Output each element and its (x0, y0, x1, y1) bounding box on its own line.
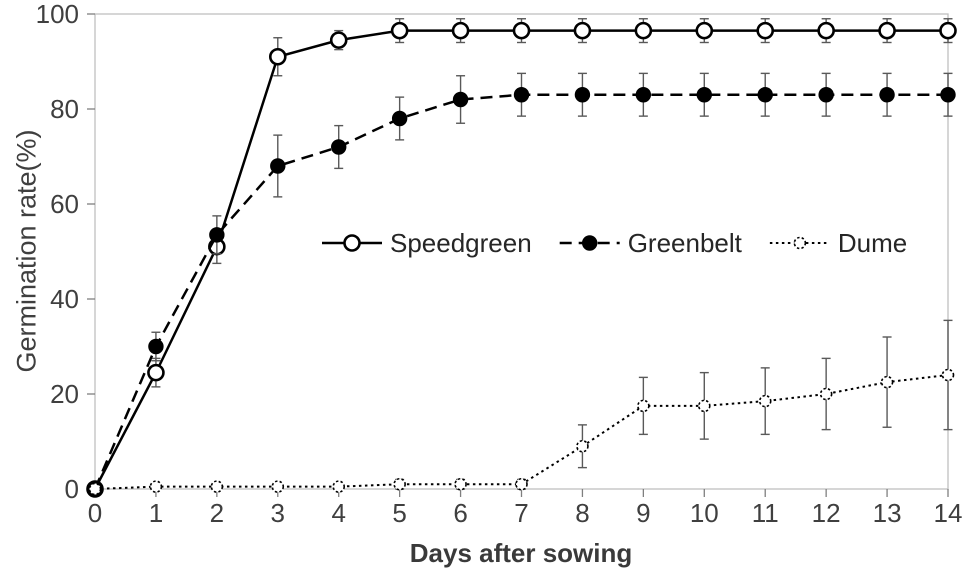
svg-text:5: 5 (392, 498, 406, 528)
markers-speedgreen (86, 21, 957, 498)
svg-text:2: 2 (210, 498, 224, 528)
y-axis-ticks: 0 20 40 60 80 100 (36, 0, 95, 504)
legend-item-greenbelt: Greenbelt (559, 228, 743, 258)
svg-text:80: 80 (50, 94, 79, 124)
svg-text:0: 0 (88, 498, 102, 528)
svg-text:3: 3 (271, 498, 285, 528)
x-axis-ticks: 0 1 2 3 4 5 6 7 8 9 10 11 12 13 14 (88, 489, 963, 528)
svg-text:20: 20 (50, 379, 79, 409)
svg-text:7: 7 (514, 498, 528, 528)
markers-dume (88, 368, 955, 496)
svg-text:Dume: Dume (838, 228, 907, 258)
series-speedgreen (86, 18, 957, 498)
svg-text:10: 10 (690, 498, 719, 528)
svg-text:9: 9 (636, 498, 650, 528)
svg-text:Greenbelt: Greenbelt (628, 228, 743, 258)
error-bars-greenbelt (151, 72, 953, 362)
svg-text:Speedgreen: Speedgreen (390, 228, 532, 258)
svg-text:40: 40 (50, 284, 79, 314)
svg-text:14: 14 (934, 498, 963, 528)
svg-text:4: 4 (331, 498, 345, 528)
svg-text:0: 0 (65, 474, 79, 504)
series-greenbelt (87, 72, 956, 497)
legend-item-speedgreen: Speedgreen (322, 228, 532, 258)
svg-text:12: 12 (812, 498, 841, 528)
markers-greenbelt (87, 87, 956, 497)
svg-text:8: 8 (575, 498, 589, 528)
svg-text:60: 60 (50, 189, 79, 219)
svg-text:11: 11 (752, 498, 779, 528)
svg-text:100: 100 (36, 0, 79, 29)
legend: Speedgreen Greenbelt Dume (322, 228, 907, 258)
x-axis-label: Days after sowing (409, 538, 633, 568)
y-axis-label: Germination rate(%) (11, 129, 42, 373)
svg-text:1: 1 (149, 498, 163, 528)
error-bars-dume (151, 319, 953, 490)
svg-text:6: 6 (453, 498, 467, 528)
svg-text:13: 13 (873, 498, 902, 528)
series-dume (88, 319, 955, 496)
legend-item-dume: Dume (769, 228, 907, 258)
